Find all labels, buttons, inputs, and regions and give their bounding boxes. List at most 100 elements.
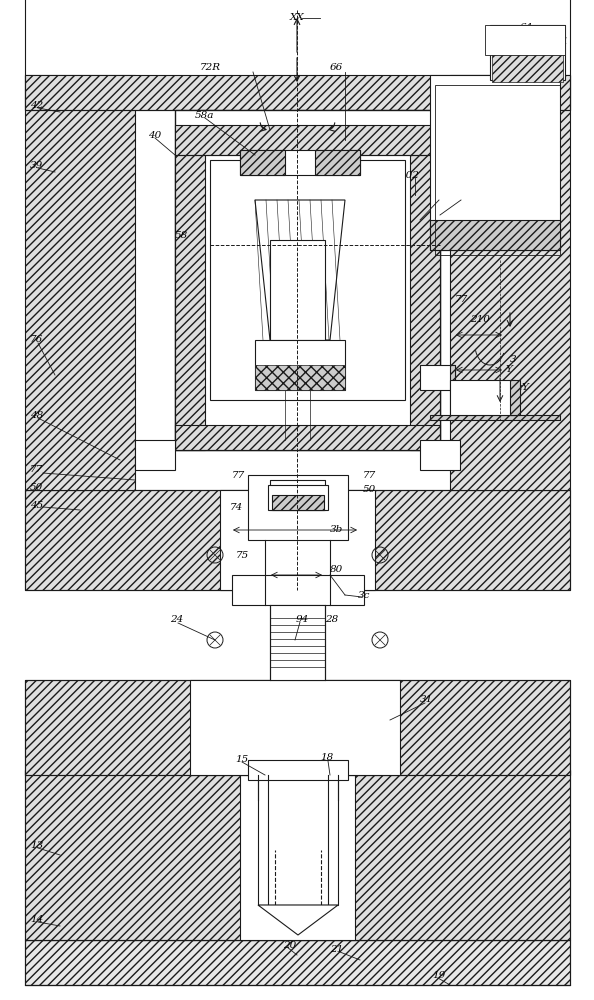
Text: 40: 40 [148,130,161,139]
Bar [240,770,355,940]
Text: 197: 197 [235,380,255,389]
Text: 61R: 61R [490,190,511,200]
Text: 195: 195 [235,360,255,369]
Bar [25,75,135,490]
Text: 15: 15 [235,756,248,764]
Bar [272,495,324,510]
Polygon shape [255,200,345,340]
Bar [430,75,560,250]
Bar [135,440,175,470]
Bar [220,490,375,590]
Bar [175,125,440,155]
Bar [248,475,348,540]
Polygon shape [258,905,338,935]
Text: 20: 20 [283,940,296,950]
Text: 191: 191 [368,174,388,182]
Text: 21: 21 [330,946,343,954]
Bar [450,380,515,415]
Text: 74: 74 [230,504,244,512]
Text: 28: 28 [325,615,338,624]
Text: 80: 80 [330,566,343,574]
Text: 64: 64 [458,194,471,202]
Text: 42: 42 [30,101,43,109]
Bar [25,0,570,110]
Bar [510,380,520,415]
Bar [420,440,460,470]
Text: 50: 50 [363,486,376,494]
Bar [315,150,360,175]
Bar [268,485,328,510]
Bar [25,680,570,775]
Bar [258,775,338,905]
Bar [270,605,325,680]
Bar [25,490,570,590]
Text: 18: 18 [320,754,333,762]
Text: 3b: 3b [330,526,343,534]
Text: 210: 210 [470,316,490,324]
Bar [25,770,570,940]
Bar [175,155,440,450]
Text: Y1: Y1 [555,37,568,46]
Bar [410,150,440,450]
Text: 77: 77 [232,471,245,480]
Bar [435,85,560,255]
Text: 3: 3 [510,356,517,364]
Bar [255,365,345,390]
Text: Y: Y [521,383,528,392]
Bar [175,150,205,450]
Text: X: X [290,174,298,182]
Text: 75: 75 [236,550,249,560]
Bar [175,425,440,450]
Text: 77: 77 [30,466,43,475]
Bar [25,490,570,590]
Text: 45: 45 [30,500,43,510]
Bar [25,680,570,775]
Bar [240,150,360,175]
Text: 502: 502 [400,170,420,180]
Text: 61: 61 [330,340,343,350]
Text: 48: 48 [30,410,43,420]
Bar [25,940,570,985]
Text: 76: 76 [510,385,523,394]
Bar [210,160,405,400]
Text: 64a: 64a [520,23,539,32]
Text: 19: 19 [432,970,446,980]
Text: 190: 190 [335,174,355,182]
Bar [430,220,560,250]
Text: 77: 77 [455,296,468,304]
Text: 13: 13 [30,840,43,850]
Bar [430,415,560,420]
Bar [270,480,325,510]
Text: 66: 66 [330,64,343,73]
Text: 31: 31 [420,696,433,704]
Bar [270,240,325,340]
Text: 50: 50 [30,484,43,492]
Bar [190,680,400,775]
Bar [25,75,570,110]
Bar [175,110,440,450]
Text: 58a: 58a [195,110,214,119]
Text: Y: Y [505,365,512,374]
Text: 60: 60 [435,194,448,202]
Text: 3c: 3c [358,590,371,599]
Bar [240,150,285,175]
Text: 77: 77 [363,471,376,480]
Bar [248,760,348,780]
Text: XX: XX [290,13,305,22]
Text: 58: 58 [175,231,188,239]
Text: 14: 14 [30,916,43,924]
Bar [25,940,570,985]
Bar [490,25,565,80]
Bar [450,75,570,490]
Text: 180: 180 [215,170,235,180]
Bar [492,31,563,82]
Text: 24: 24 [170,615,184,624]
Text: 39: 39 [30,160,43,169]
Bar [450,365,455,390]
Bar [232,575,364,605]
Bar [25,770,570,940]
Bar [485,25,565,55]
Text: 76: 76 [30,336,43,344]
Bar [255,340,345,390]
Text: 94: 94 [296,615,309,624]
